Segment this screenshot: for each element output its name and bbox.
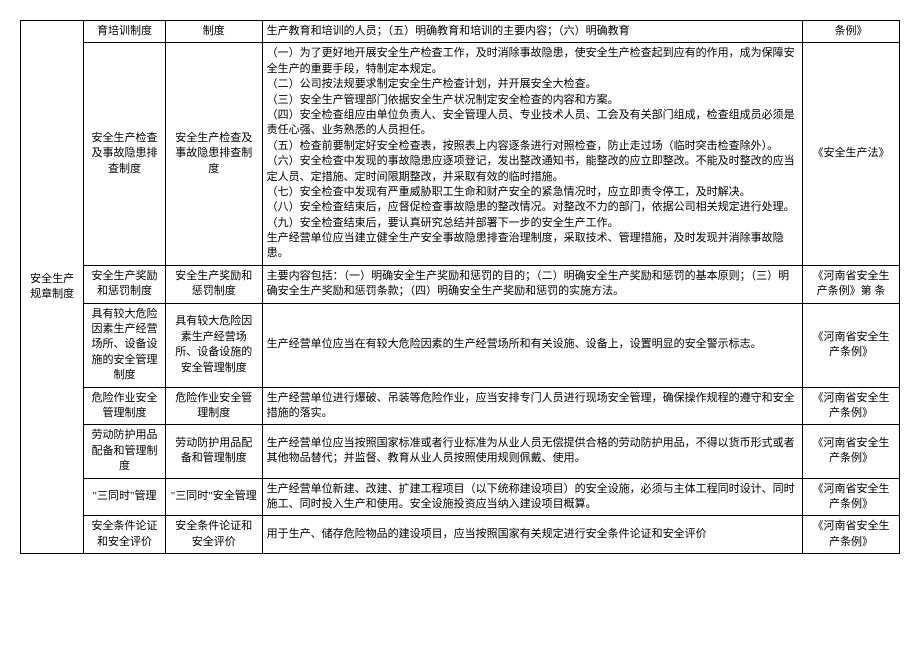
cell-c2-6: "三同时"管理 [84,478,166,516]
cell-category: 安全生产规章制度 [21,21,84,554]
cell-c5-1: 《安全生产法》 [803,43,900,265]
table-row: 安全生产检查及事故隐患排查制度 安全生产检查及事故隐患排查制度 （一）为了更好地… [21,43,900,265]
cell-c2-4: 危险作业安全管理制度 [84,387,166,425]
table-body: 安全生产规章制度 育培训制度 制度 生产教育和培训的人员；（五）明确教育和培训的… [21,21,900,554]
table-row: 危险作业安全管理制度 危险作业安全管理制度 生产经营单位进行爆破、吊装等危险作业… [21,387,900,425]
table-row: 安全条件论证和安全评价 安全条件论证和安全评价 用于生产、储存危险物品的建设项目… [21,516,900,554]
cell-c5-5: 《河南省安全生产条例》 [803,425,900,478]
cell-c4-6: 生产经营单位新建、改建、扩建工程项目（以下统称建设项目）的安全设施，必须与主体工… [262,478,802,516]
cell-c2-1: 安全生产检查及事故隐患排查制度 [84,43,166,265]
cell-c2-7: 安全条件论证和安全评价 [84,516,166,554]
table-row: 安全生产规章制度 育培训制度 制度 生产教育和培训的人员；（五）明确教育和培训的… [21,21,900,43]
cell-c3-1: 安全生产检查及事故隐患排查制度 [165,43,262,265]
cell-c2-0: 育培训制度 [84,21,166,43]
table-row: "三同时"管理 "三同时"安全管理 生产经营单位新建、改建、扩建工程项目（以下统… [21,478,900,516]
cell-c4-0: 生产教育和培训的人员；（五）明确教育和培训的主要内容；（六）明确教育 [262,21,802,43]
cell-c3-4: 危险作业安全管理制度 [165,387,262,425]
cell-c5-3: 《河南省安全生产条例》 [803,303,900,387]
cell-c5-7: 《河南省安全生产条例》 [803,516,900,554]
cell-c5-0: 条例》 [803,21,900,43]
cell-c5-4: 《河南省安全生产条例》 [803,387,900,425]
cell-c4-3: 生产经营单位应当在有较大危险因素的生产经营场所和有关设施、设备上，设置明显的安全… [262,303,802,387]
cell-c3-2: 安全生产奖励和惩罚制度 [165,265,262,303]
regulation-table: 安全生产规章制度 育培训制度 制度 生产教育和培训的人员；（五）明确教育和培训的… [20,20,900,554]
cell-c3-0: 制度 [165,21,262,43]
table-row: 安全生产奖励和惩罚制度 安全生产奖励和惩罚制度 主要内容包括：（一）明确安全生产… [21,265,900,303]
cell-c2-5: 劳动防护用品配备和管理制度 [84,425,166,478]
cell-c3-6: "三同时"安全管理 [165,478,262,516]
cell-c3-5: 劳动防护用品配备和管理制度 [165,425,262,478]
cell-c2-2: 安全生产奖励和惩罚制度 [84,265,166,303]
cell-c2-3: 具有较大危险因素生产经营场所、设备设施的安全管理制度 [84,303,166,387]
cell-c4-4: 生产经营单位进行爆破、吊装等危险作业，应当安排专门人员进行现场安全管理，确保操作… [262,387,802,425]
cell-c5-2: 《河南省安全生产条例》第 条 [803,265,900,303]
cell-c4-7: 用于生产、储存危险物品的建设项目，应当按照国家有关规定进行安全条件论证和安全评价 [262,516,802,554]
cell-c4-5: 生产经营单位应当按照国家标准或者行业标准为从业人员无偿提供合格的劳动防护用品，不… [262,425,802,478]
table-row: 具有较大危险因素生产经营场所、设备设施的安全管理制度 具有较大危险因素生产经营场… [21,303,900,387]
cell-c4-2: 主要内容包括：（一）明确安全生产奖励和惩罚的目的；（二）明确安全生产奖励和惩罚的… [262,265,802,303]
cell-c4-1: （一）为了更好地开展安全生产检查工作，及时消除事故隐患，使安全生产检查起到应有的… [262,43,802,265]
table-row: 劳动防护用品配备和管理制度 劳动防护用品配备和管理制度 生产经营单位应当按照国家… [21,425,900,478]
cell-c3-7: 安全条件论证和安全评价 [165,516,262,554]
cell-c5-6: 《河南省安全生产条例》 [803,478,900,516]
cell-c3-3: 具有较大危险因素生产经营场所、设备设施的安全管理制度 [165,303,262,387]
